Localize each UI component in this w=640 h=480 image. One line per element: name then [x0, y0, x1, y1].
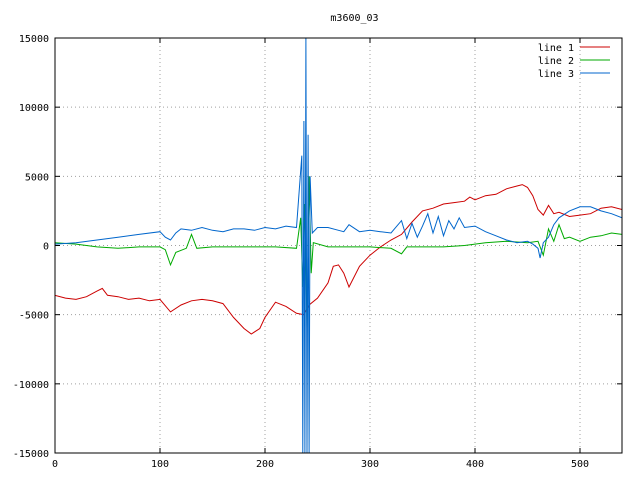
y-tick-label: -15000 — [13, 449, 49, 460]
series-line-2 — [55, 176, 622, 329]
plot-frame — [54, 37, 623, 454]
x-tick-label: 400 — [466, 459, 484, 470]
ticks-layer: 0 100 200 300 400 500 -15000 -10000 -5000 0 5000 10… — [13, 34, 622, 470]
chart-title: m3600_03 — [330, 13, 378, 24]
x-tick-label: 100 — [151, 459, 169, 470]
series-line-3 — [55, 38, 622, 453]
legend-label: line 1 — [538, 43, 574, 54]
y-tick-label: -10000 — [13, 380, 49, 391]
x-tick-label: 200 — [256, 459, 274, 470]
y-tick-label: 10000 — [19, 103, 49, 114]
x-tick-label: 500 — [571, 459, 589, 470]
grid-layer — [55, 38, 622, 453]
x-tick-label: 300 — [361, 459, 379, 470]
y-tick-label: -5000 — [19, 311, 49, 322]
x-tick-label: 0 — [52, 459, 58, 470]
legend-label: line 2 — [538, 56, 574, 67]
y-tick-label: 5000 — [25, 172, 49, 183]
y-tick-label: 0 — [43, 242, 49, 253]
legend-label: line 3 — [538, 69, 574, 80]
legend: line 1 line 2 line 3 — [538, 43, 610, 80]
series-line-1 — [55, 184, 622, 335]
y-tick-label: 15000 — [19, 34, 49, 45]
series-layer — [55, 38, 622, 453]
